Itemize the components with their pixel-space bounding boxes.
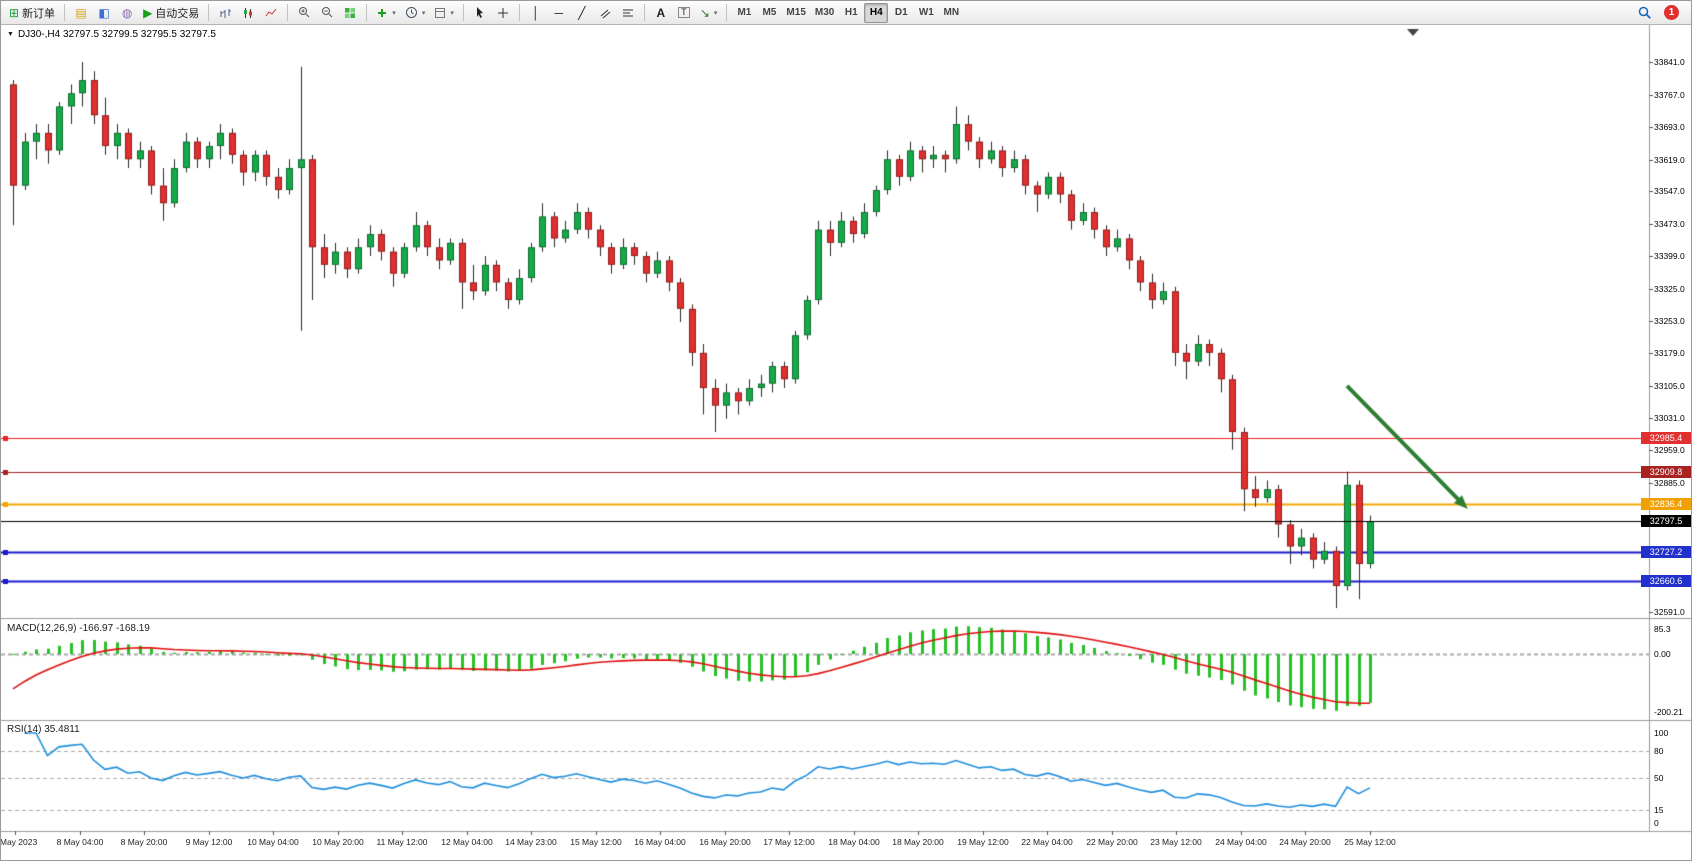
crosshair-icon xyxy=(497,7,509,19)
templates-icon xyxy=(434,7,446,19)
one-click-trading-icon[interactable]: ▼ xyxy=(7,31,14,38)
candlestick-icon xyxy=(242,7,254,19)
auto-trading-label: 自动交易 xyxy=(155,7,200,20)
search-icon xyxy=(1638,6,1652,20)
toolbar-separator xyxy=(726,4,728,21)
zoom-in-button[interactable] xyxy=(293,3,315,23)
toolbar-separator xyxy=(643,4,645,21)
timeframe-button-M1[interactable]: M1 xyxy=(732,3,756,23)
templates-button[interactable]: ▾ xyxy=(430,3,458,23)
new-order-button[interactable]: ⊞ 新订单 xyxy=(5,3,59,23)
macd-indicator-label: MACD(12,26,9) -166.97 -168.19 xyxy=(7,623,150,634)
chart-title-ohlc: DJ30-,H4 32797.5 32799.5 32795.5 32797.5 xyxy=(17,29,216,40)
market-watch-icon: ▤ xyxy=(75,5,87,20)
trendline-button[interactable]: ╱ xyxy=(571,3,593,23)
toolbar-separator xyxy=(287,4,289,21)
timeframe-button-H1[interactable]: H1 xyxy=(839,3,863,23)
toolbar-separator xyxy=(518,4,520,21)
text-icon: A xyxy=(656,5,666,20)
zoom-out-icon xyxy=(321,6,334,19)
text-label-icon: T xyxy=(678,7,690,18)
timeframe-button-D1[interactable]: D1 xyxy=(889,3,913,23)
navigator-button[interactable]: ◧ xyxy=(93,3,115,23)
fibonacci-button[interactable] xyxy=(617,3,639,23)
toolbar-separator xyxy=(208,4,210,21)
periods-button[interactable]: ▾ xyxy=(401,3,430,23)
fibonacci-icon xyxy=(622,7,634,19)
periods-icon xyxy=(405,6,418,19)
search-button[interactable] xyxy=(1634,3,1656,23)
bar-chart-icon xyxy=(219,7,232,19)
arrows-button[interactable]: ↘ ▾ xyxy=(696,3,722,23)
crosshair-button[interactable] xyxy=(492,3,514,23)
indicators-button[interactable]: ▾ xyxy=(372,3,400,23)
arrow-object-icon: ↘ xyxy=(699,5,710,20)
toolbar-separator xyxy=(64,4,66,21)
zoom-in-icon xyxy=(298,6,311,19)
text-label-button[interactable]: T xyxy=(673,3,695,23)
horizontal-line-icon: ─ xyxy=(554,5,564,20)
timeframe-button-H4[interactable]: H4 xyxy=(864,2,889,23)
dropdown-caret-icon: ▾ xyxy=(713,9,718,17)
toolbar-separator xyxy=(366,4,368,21)
rsi-indicator-label: RSI(14) 35.4811 xyxy=(7,724,80,735)
timeframe-button-M30[interactable]: M30 xyxy=(811,3,838,23)
trendline-icon: ╱ xyxy=(578,5,586,20)
vertical-line-icon: │ xyxy=(532,5,540,20)
vertical-line-button[interactable]: │ xyxy=(525,3,547,23)
zoom-out-button[interactable] xyxy=(316,3,338,23)
horizontal-line-button[interactable]: ─ xyxy=(548,3,570,23)
navigator-icon: ◧ xyxy=(98,5,110,20)
text-button[interactable]: A xyxy=(650,3,672,23)
auto-trading-icon: ▶ xyxy=(143,5,153,20)
line-chart-button[interactable] xyxy=(260,3,282,23)
notification-badge[interactable]: 1 xyxy=(1664,5,1679,20)
dropdown-caret-icon: ▾ xyxy=(421,9,426,17)
new-order-label: 新订单 xyxy=(22,7,56,20)
timeframe-button-W1[interactable]: W1 xyxy=(914,3,938,23)
candlestick-button[interactable] xyxy=(237,3,259,23)
chart-header: ▼ DJ30-,H4 32797.5 32799.5 32795.5 32797… xyxy=(7,29,216,40)
timeframe-toolbar: M1 M5 M15 M30 H1 H4 D1 W1 MN xyxy=(732,2,963,23)
timeframe-button-M5[interactable]: M5 xyxy=(757,3,781,23)
indicators-icon xyxy=(376,7,388,19)
main-toolbar: ⊞ 新订单 ▤ ◧ ◍ ▶ 自动交易 ▾ ▾ ▾ │ ─ ╱ A T xyxy=(1,1,1691,25)
terminal-button[interactable]: ◍ xyxy=(116,3,138,23)
dropdown-caret-icon: ▾ xyxy=(392,9,396,17)
timeframe-button-M15[interactable]: M15 xyxy=(782,3,809,23)
tile-windows-icon xyxy=(344,7,356,19)
cursor-icon xyxy=(474,6,486,19)
toolbar-separator xyxy=(462,4,464,21)
terminal-icon: ◍ xyxy=(121,5,133,20)
channel-icon xyxy=(599,7,611,19)
auto-trading-button[interactable]: ▶ 自动交易 xyxy=(139,3,203,23)
line-chart-icon xyxy=(265,7,277,19)
bar-chart-button[interactable] xyxy=(214,3,236,23)
dropdown-caret-icon: ▾ xyxy=(450,9,454,17)
channel-button[interactable] xyxy=(594,3,616,23)
new-order-icon: ⊞ xyxy=(9,5,20,20)
timeframe-button-MN[interactable]: MN xyxy=(939,3,963,23)
tile-windows-button[interactable] xyxy=(339,3,361,23)
market-watch-button[interactable]: ▤ xyxy=(70,3,92,23)
cursor-button[interactable] xyxy=(469,3,491,23)
toolbar-right-group: 1 xyxy=(1634,3,1679,23)
